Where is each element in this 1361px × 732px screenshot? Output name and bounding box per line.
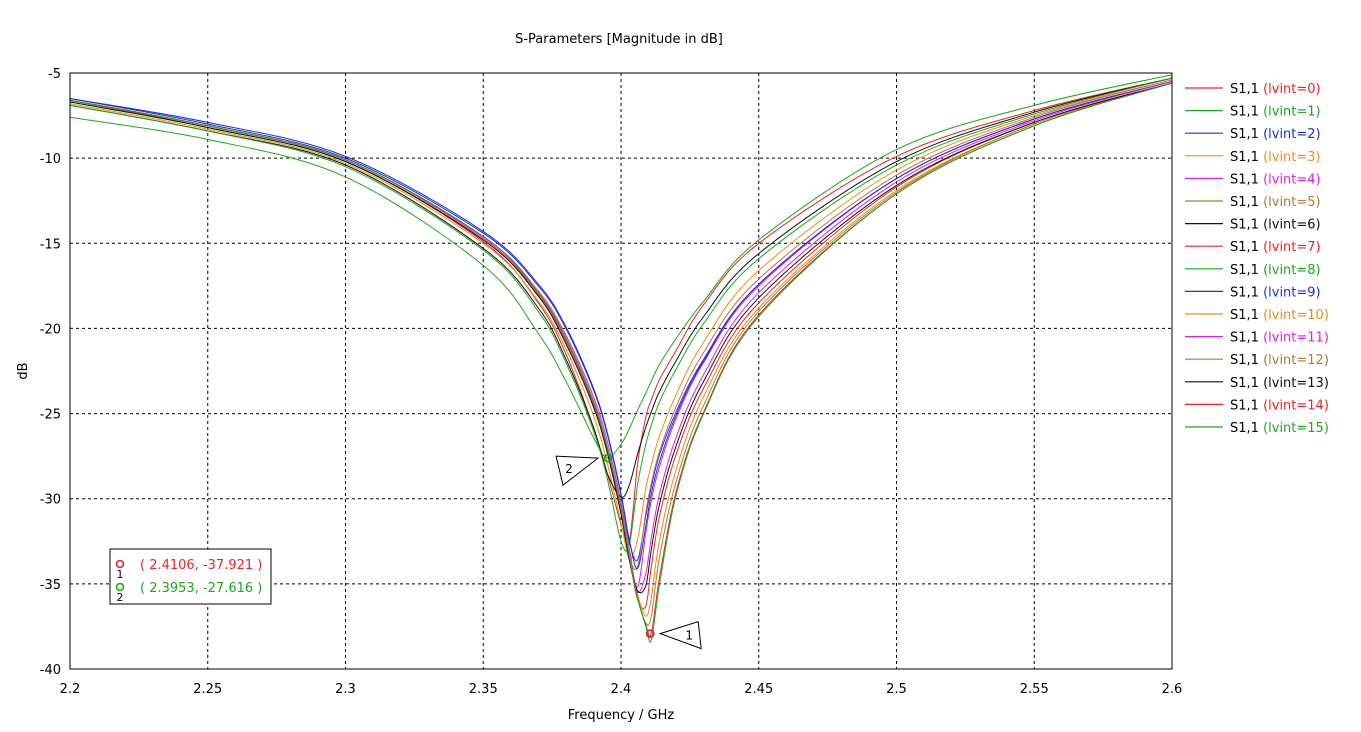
series-line-8 <box>69 77 1173 552</box>
legend-label-0: S1,1 (lvint=0) <box>1230 82 1321 97</box>
chart-title: S-Parameters [Magnitude in dB] <box>515 32 723 47</box>
grid <box>70 73 1172 669</box>
legend-label-8: S1,1 (lvint=8) <box>1230 263 1321 278</box>
x-tick-label: 2.4 <box>611 682 632 697</box>
legend-label-11: S1,1 (lvint=11) <box>1230 331 1329 346</box>
series-layer <box>69 74 1173 643</box>
readout-marker-2-value: ( 2.3953, -27.616 ) <box>140 581 262 596</box>
series-line-6 <box>69 77 1173 498</box>
marker-1-point <box>645 629 655 638</box>
marker-1-callout <box>658 620 702 650</box>
legend-label-10: S1,1 (lvint=10) <box>1230 308 1329 323</box>
x-tick-labels: 2.2 2.25 2.3 2.35 2.4 2.45 2.5 2.55 2.6 <box>60 682 1183 697</box>
y-tick-label: -15 <box>40 237 61 252</box>
x-tick-label: 2.5 <box>886 682 907 697</box>
x-tick-label: 2.45 <box>744 682 773 697</box>
series-line-3 <box>69 79 1173 560</box>
legend-label-6: S1,1 (lvint=6) <box>1230 218 1321 233</box>
readout-marker-1-value: ( 2.4106, -37.921 ) <box>140 558 262 573</box>
readout-marker-1-id: 1 <box>117 568 124 581</box>
legend-label-3: S1,1 (lvint=3) <box>1230 150 1321 165</box>
readout-marker-2-icon <box>115 582 125 592</box>
y-tick-label: -30 <box>40 493 61 508</box>
legend-label-12: S1,1 (lvint=12) <box>1230 353 1329 368</box>
x-tick-label: 2.6 <box>1162 682 1183 697</box>
legend-label-1: S1,1 (lvint=1) <box>1230 105 1321 120</box>
y-tick-label: -40 <box>40 663 61 678</box>
marker-readout-frame <box>109 548 272 605</box>
x-axis-label: Frequency / GHz <box>568 708 675 723</box>
readout-marker-2-id: 2 <box>117 591 124 604</box>
series-line-1 <box>69 74 1173 459</box>
markers: 12 <box>555 453 702 650</box>
plot-area-border <box>69 72 1173 670</box>
series-line-15 <box>69 82 1173 643</box>
y-axis-label: dB <box>16 362 31 379</box>
legend-label-2: S1,1 (lvint=2) <box>1230 127 1321 142</box>
legend-label-14: S1,1 (lvint=14) <box>1230 398 1329 413</box>
legend[interactable]: S1,1 (lvint=0) S1,1 (lvint=1) S1,1 (lvint=… <box>1185 82 1329 436</box>
legend-label-13: S1,1 (lvint=13) <box>1230 376 1329 391</box>
y-tick-label: -5 <box>48 67 61 82</box>
marker-readout-box[interactable]: 1 ( 2.4106, -37.921 ) 2 ( 2.3953, -27.616 ) <box>109 548 272 605</box>
x-tick-label: 2.3 <box>335 682 356 697</box>
legend-label-9: S1,1 (lvint=9) <box>1230 285 1321 300</box>
legend-label-5: S1,1 (lvint=5) <box>1230 195 1321 210</box>
series-line-0 <box>69 77 1173 545</box>
marker-2-callout-label: 2 <box>565 462 573 476</box>
legend-label-15: S1,1 (lvint=15) <box>1230 421 1329 436</box>
y-tick-label: -20 <box>40 322 61 337</box>
x-tick-label: 2.25 <box>193 682 222 697</box>
x-tick-label: 2.2 <box>60 682 81 697</box>
x-tick-label: 2.55 <box>1020 682 1049 697</box>
series-line-9 <box>69 81 1173 570</box>
y-tick-label: -25 <box>40 408 61 423</box>
x-tick-label: 2.35 <box>469 682 498 697</box>
legend-label-7: S1,1 (lvint=7) <box>1230 240 1321 255</box>
legend-label-4: S1,1 (lvint=4) <box>1230 172 1321 187</box>
y-tick-label: -10 <box>40 152 61 167</box>
marker-2-callout <box>555 455 600 486</box>
marker-2-point <box>603 453 613 463</box>
y-tick-label: -35 <box>40 578 61 593</box>
y-tick-labels: -40 -35 -30 -25 -20 -15 -10 -5 <box>40 67 61 678</box>
readout-marker-1-icon <box>115 559 125 569</box>
marker-1-callout-label: 1 <box>685 629 693 643</box>
